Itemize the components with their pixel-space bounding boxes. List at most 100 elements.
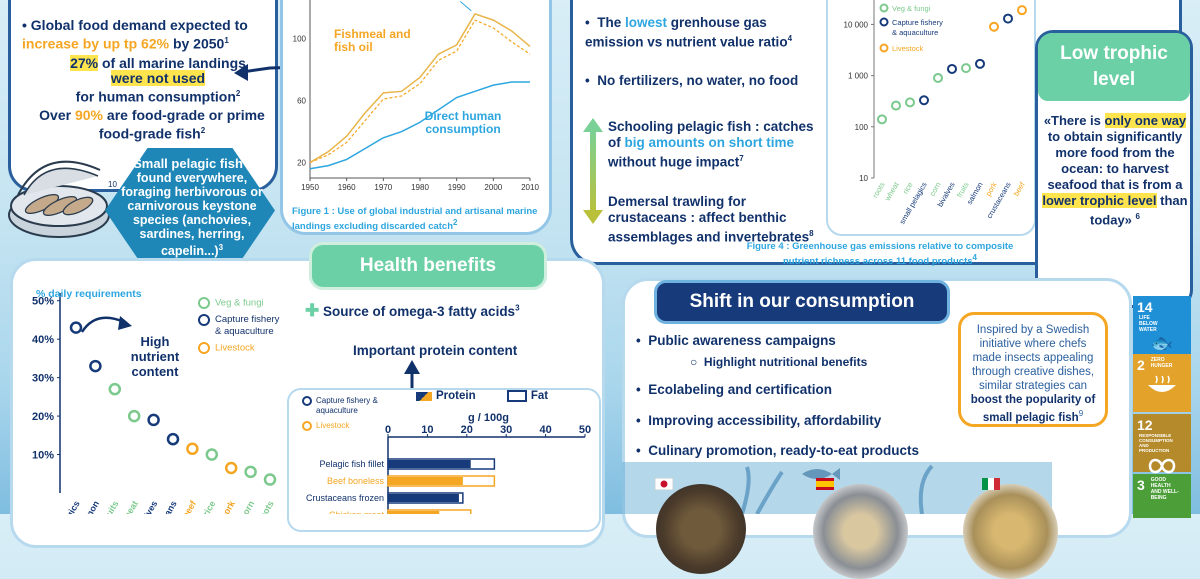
- x-tick-label: 40: [539, 425, 551, 436]
- y-tick-label: 10: [859, 174, 868, 183]
- sdg-3-text: GOOD HEALTH AND WELL-BEING: [1150, 477, 1179, 501]
- data-point: [166, 432, 180, 446]
- protein-key: Protein Fat: [416, 390, 548, 402]
- data-point: [947, 63, 957, 74]
- ref-3b: 3: [515, 303, 520, 313]
- demand-highlight: increase by up tp 62%: [22, 35, 170, 52]
- bar-legend-live: Livestock: [316, 421, 350, 431]
- data-point: [205, 448, 219, 461]
- direct-consumption-label: Direct human consumption: [424, 109, 502, 136]
- x-tick-label: salmon: [77, 499, 101, 514]
- data-point: [89, 359, 102, 373]
- x-tick-label: 1960: [338, 183, 356, 192]
- italian-dish-photo: [963, 484, 1058, 579]
- protein-bar: [388, 477, 463, 485]
- sardine-tin-icon: [8, 160, 110, 238]
- ref-9: 9: [1078, 409, 1084, 418]
- x-tick-label: pork: [219, 498, 238, 514]
- sdg-14-num: 14: [1137, 299, 1153, 315]
- fig1-caption-text: Figure 1 : Use of global industrial and …: [292, 206, 538, 233]
- data-point: [961, 63, 971, 74]
- x-tick-label: 1990: [448, 183, 466, 192]
- japanese-dish-photo: [656, 484, 746, 574]
- env-bullet-trawling: Demersal trawling for crustaceans : affe…: [608, 194, 818, 246]
- swedish-box: Inspired by a Swedish initiative where c…: [958, 312, 1108, 427]
- shift-bullet-access: • Improving accessibility, affordability: [636, 413, 882, 428]
- foodgrade-percent: 90%: [74, 107, 104, 123]
- unit-label: g / 100g: [468, 412, 509, 424]
- peak-marker: [460, 1, 472, 12]
- sdg-2-text: ZERO HUNGER: [1150, 357, 1173, 369]
- sdg-14-icon: 14 LIFE BELOW WATER 🐟: [1133, 296, 1191, 354]
- data-point: [1017, 5, 1027, 16]
- fig4-caption-text: Figure 4 : Greenhouse gas emissions rela…: [746, 241, 1014, 268]
- ghg-text: grenhouse gas emission vs nutrient value…: [585, 15, 788, 50]
- plus-icon: ✚: [305, 301, 320, 320]
- trophic-quote: «There is only one way to obtain signifi…: [1042, 113, 1188, 228]
- data-point: [263, 473, 277, 486]
- pelagic-hexagon-text: Small pelagic fish : found everywhere, f…: [118, 157, 266, 259]
- culinary-text: Culinary promotion, ready-to-eat product…: [648, 443, 920, 458]
- fig4-ref: 4: [972, 253, 977, 262]
- access-text: Improving accessibility, affordability: [648, 413, 882, 428]
- legend-livestock: Livestock: [215, 342, 255, 354]
- omega-line: ✚ Source of omega-3 fatty acids3: [305, 301, 520, 321]
- italy-flag-icon: [982, 478, 1000, 490]
- infinity-icon: [1148, 458, 1176, 474]
- x-tick-label: beef: [1012, 180, 1028, 198]
- schooling-highlight: big amounts on short time: [624, 135, 795, 150]
- series-line: [309, 81, 530, 170]
- x-tick-label: 1970: [374, 183, 392, 192]
- quote-part3: than today»: [1090, 193, 1188, 228]
- double-arrow-icon: [583, 118, 603, 224]
- schooling-text: without huge impact: [608, 154, 740, 170]
- landings-text: of all marine landings: [102, 55, 246, 71]
- protein-bar: [388, 494, 459, 502]
- ref-6: 6: [1135, 212, 1140, 221]
- data-point: [127, 409, 141, 423]
- y-tick-label: 100: [855, 123, 869, 132]
- swedish-pre: Inspired by a Swedish initiative where c…: [971, 324, 1095, 392]
- series-line: [309, 13, 531, 164]
- data-point: [69, 321, 83, 334]
- y-tick-label: 50%: [32, 296, 54, 308]
- x-tick-label: 1980: [411, 183, 429, 192]
- x-tick-label: 0: [385, 425, 391, 436]
- data-point: [933, 72, 943, 83]
- x-tick-label: beef: [180, 498, 198, 514]
- x-tick-label: fruits: [101, 499, 121, 514]
- fig1-ref: 2: [453, 218, 458, 227]
- data-point: [108, 382, 122, 396]
- landings-highlight: were not used: [110, 70, 206, 86]
- legend-veg: Veg & fungi: [215, 297, 264, 309]
- daily-requirements-chart: 10% 20% 30% 40% 50% small pelagicssalmonfruit…: [32, 293, 277, 514]
- bar-legend: Capture fishery & aquaculture Livestock: [302, 396, 386, 431]
- sdg-14-text: LIFE BELOW WATER: [1139, 315, 1158, 333]
- intro-bullet-demand: • Global food demand expected to increas…: [22, 17, 248, 52]
- ref-3: 3: [218, 243, 224, 252]
- x-tick-label: 50: [579, 425, 591, 436]
- legend-livestock-icon: [198, 341, 210, 354]
- protein-swatch-icon: [416, 391, 432, 401]
- x-tick-label: 2010: [521, 183, 539, 192]
- legend-label: Veg & fungi: [892, 4, 931, 13]
- bar-legend-live-icon: [302, 421, 312, 431]
- hex-body: found everywhere, foraging herbivorous o…: [121, 171, 263, 259]
- ref-10: 10: [108, 180, 117, 189]
- japan-flag-icon: [655, 478, 673, 490]
- data-point: [975, 58, 985, 69]
- y-tick-label: Crustaceans frozen: [306, 493, 384, 503]
- y-tick-label: 40%: [32, 334, 54, 346]
- health-title: Health benefits: [309, 242, 547, 290]
- x-tick-label: 30: [500, 425, 512, 436]
- ref-2b: 2: [200, 126, 206, 135]
- x-tick-label: 1950: [301, 183, 319, 192]
- y-tick-label: 10%: [32, 450, 54, 462]
- x-tick-label: corn: [238, 499, 256, 514]
- legend-label: & aquaculture: [892, 28, 938, 37]
- quote-part1: «There is: [1043, 113, 1101, 128]
- landings-post: for human consumption: [75, 88, 236, 105]
- protein-bar-chart: 0 10 20 30 40 50 Pelagic fish fillet Beef bonel…: [306, 425, 591, 514]
- shift-bullet-ecolabel: • Ecolabeling and certification: [636, 382, 833, 397]
- data-point: [224, 461, 238, 475]
